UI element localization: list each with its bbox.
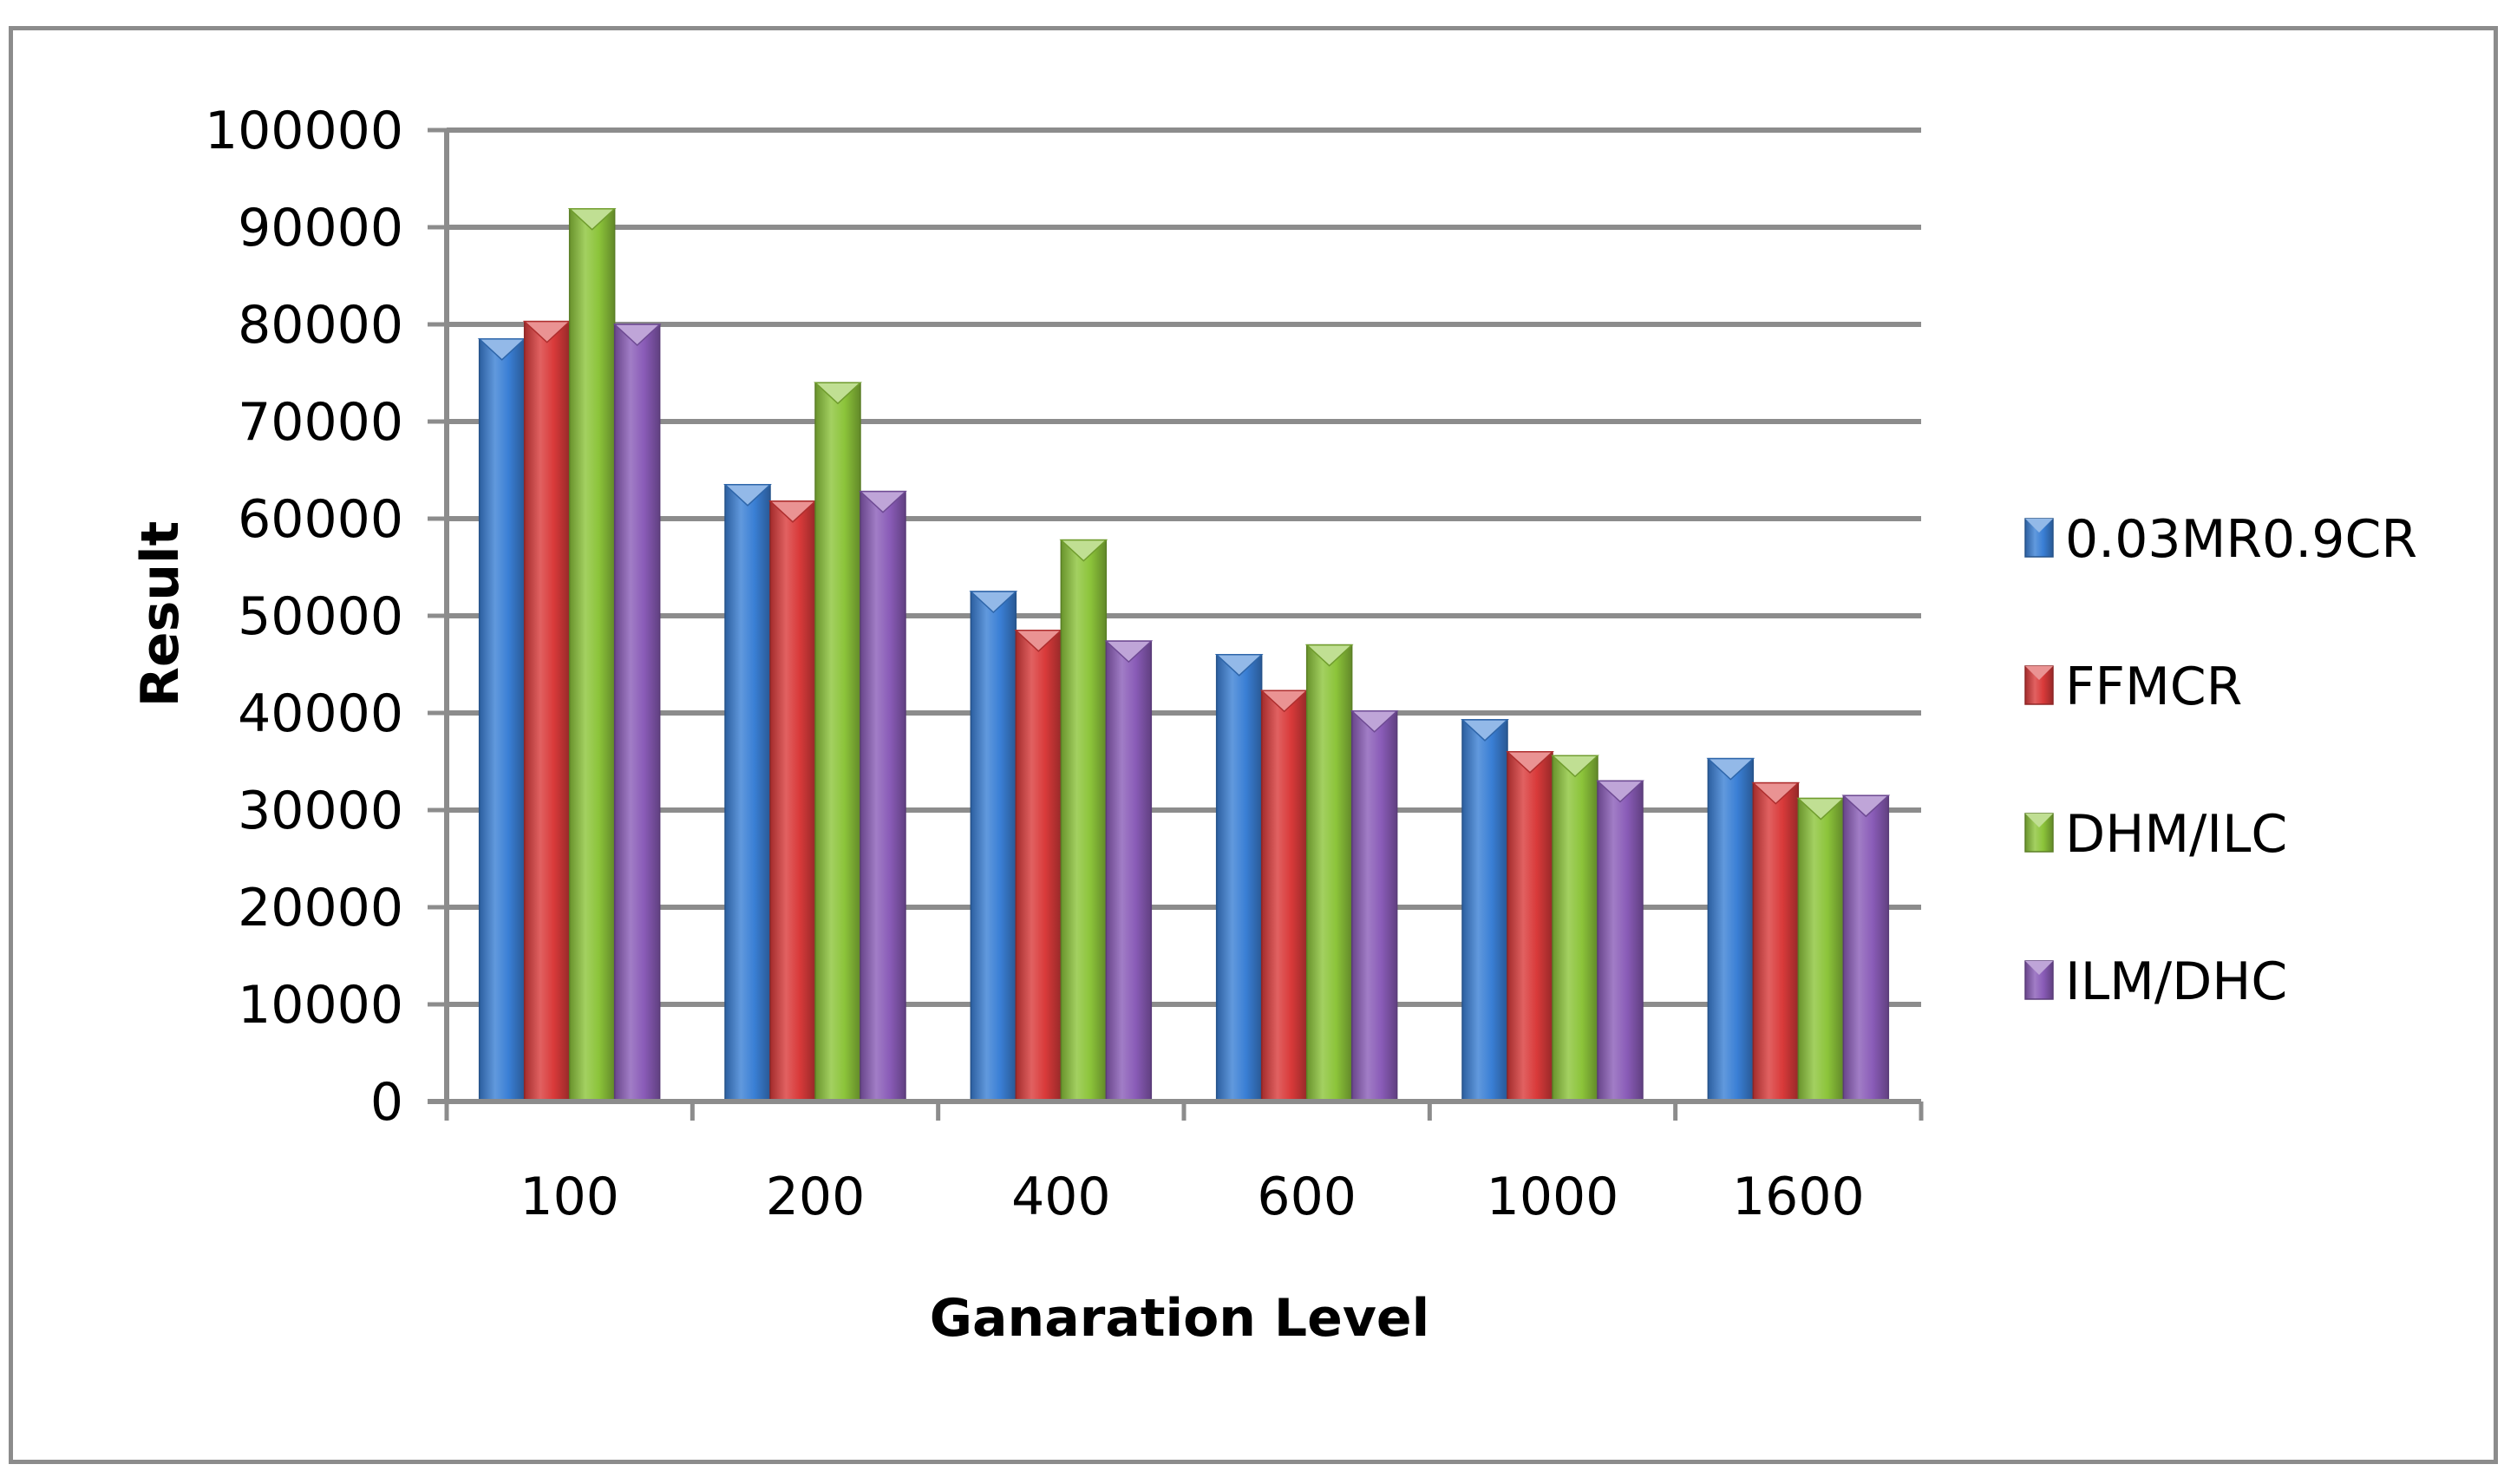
legend-swatch-cap — [2025, 814, 2053, 827]
bar — [1552, 755, 1598, 1102]
bar — [613, 324, 661, 1102]
y-tick-label: 70000 — [238, 392, 403, 453]
bar — [860, 490, 906, 1102]
y-tick-label: 30000 — [238, 781, 403, 841]
bar-cap — [1751, 781, 1801, 805]
y-axis-title: Result — [130, 521, 191, 708]
legend: 0.03MR0.9CR FFMCR DHM/ILC ILM/DHC — [2024, 509, 2417, 1012]
bar-cap — [1551, 755, 1599, 778]
legend-label: ILM/DHC — [2065, 951, 2287, 1012]
legend-swatch-cap — [2025, 961, 2053, 975]
bar-cap — [612, 324, 662, 347]
bar — [478, 338, 526, 1102]
bar — [1461, 719, 1508, 1102]
bar — [523, 320, 571, 1102]
bar — [1305, 644, 1353, 1102]
legend-label: 0.03MR0.9CR — [2065, 509, 2417, 570]
bar-cap — [477, 338, 526, 361]
x-tick-label: 600 — [1257, 1167, 1357, 1227]
y-tick-label: 100000 — [205, 101, 403, 161]
x-axis-title: Ganaration Level — [930, 1288, 1429, 1349]
bar — [724, 484, 771, 1102]
y-tick-label: 60000 — [238, 489, 403, 550]
bar-cap — [1506, 751, 1554, 774]
y-tick-label: 50000 — [238, 586, 403, 647]
legend-item: ILM/DHC — [2024, 951, 2287, 1012]
bars — [477, 207, 1891, 1102]
bar — [769, 500, 816, 1102]
bar — [568, 207, 616, 1102]
legend-item: FFMCR — [2024, 657, 2242, 717]
bar-cap — [522, 320, 572, 343]
y-tick-label: 40000 — [238, 683, 403, 744]
bar-cap — [1796, 797, 1846, 820]
bar — [1597, 780, 1644, 1102]
x-tick-label: 400 — [1011, 1167, 1111, 1227]
y-tick-label: 20000 — [238, 878, 403, 938]
bar-cap — [1461, 719, 1509, 742]
x-tick-label: 1600 — [1732, 1167, 1865, 1227]
bar — [1350, 710, 1398, 1102]
x-tick-label: 200 — [766, 1167, 866, 1227]
bar-cap — [1706, 757, 1755, 781]
y-tick-label: 80000 — [238, 295, 403, 356]
legend-label: FFMCR — [2065, 657, 2242, 717]
bar — [1060, 539, 1108, 1102]
bar — [970, 591, 1017, 1102]
bar-cap — [567, 207, 617, 231]
legend-item: DHM/ILC — [2024, 804, 2287, 865]
bar-cap — [1841, 794, 1891, 818]
legend-label: DHM/ILC — [2065, 804, 2287, 865]
bar-cap — [1259, 690, 1309, 713]
bar — [1842, 794, 1890, 1102]
legend-item: 0.03MR0.9CR — [2024, 509, 2417, 570]
bar-cap — [1014, 630, 1063, 652]
legend-swatch-cap — [2025, 519, 2053, 533]
bar — [814, 382, 861, 1102]
y-tick-label: 10000 — [238, 975, 403, 1036]
y-tick-label: 90000 — [238, 198, 403, 258]
bar-cap — [1350, 710, 1399, 733]
bar-cap — [768, 500, 817, 523]
bar-cap — [1304, 644, 1354, 667]
bar-cap — [1596, 780, 1644, 803]
bar — [1752, 781, 1800, 1102]
axes: 0 10000 20000 30000 40000 50000 60000 70000 8000… — [205, 101, 1924, 1227]
bar — [1260, 690, 1308, 1102]
bar-cap — [814, 382, 862, 405]
x-tick-label: 100 — [520, 1167, 619, 1227]
bar-cap — [969, 591, 1018, 614]
gridlines — [447, 127, 1921, 1007]
bar — [1797, 797, 1845, 1102]
bar — [1507, 751, 1553, 1102]
bar — [1215, 654, 1263, 1102]
bar — [1105, 640, 1153, 1102]
x-tick-label: 1000 — [1487, 1167, 1619, 1227]
bar-cap — [723, 484, 772, 507]
bar-cap — [1104, 640, 1154, 664]
bar-cap — [1214, 654, 1264, 677]
y-tick-label: 0 — [370, 1072, 403, 1133]
legend-swatch-cap — [2025, 666, 2053, 680]
bar — [1707, 757, 1755, 1102]
bar-cap — [859, 490, 907, 513]
bar — [1015, 630, 1062, 1102]
bar-cap — [1059, 539, 1108, 562]
